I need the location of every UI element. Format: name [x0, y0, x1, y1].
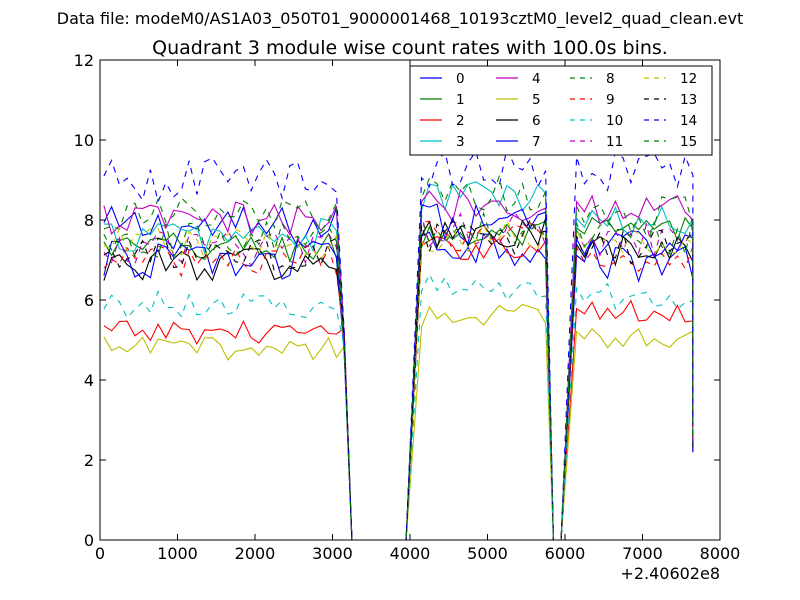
x-tick-label: 1000 — [157, 544, 198, 563]
y-tick-label: 6 — [84, 291, 94, 310]
legend-label-9: 9 — [606, 92, 615, 108]
y-tick-label: 0 — [84, 531, 94, 550]
x-tick-label: 2000 — [235, 544, 276, 563]
x-tick-label: 3000 — [312, 544, 353, 563]
axis-ticks: 0 1000 2000 3000 4000 5000 6000 7000 80000246810… — [74, 51, 741, 563]
legend-label-4: 4 — [532, 71, 541, 87]
legend-label-6: 6 — [532, 113, 541, 129]
x-tick-label: 0 — [95, 544, 105, 563]
legend-label-5: 5 — [532, 92, 541, 108]
y-tick-label: 4 — [84, 371, 94, 390]
legend-label-3: 3 — [456, 134, 465, 150]
legend-frame — [409, 65, 713, 156]
legend-label-2: 2 — [456, 113, 465, 129]
y-tick-label: 10 — [74, 131, 94, 150]
chart-title: Quadrant 3 module wise count rates with … — [152, 37, 668, 59]
legend-label-7: 7 — [532, 134, 541, 150]
legend-label-15: 15 — [680, 134, 697, 150]
x-tick-label: 4000 — [390, 544, 431, 563]
x-tick-label: 6000 — [545, 544, 586, 563]
y-tick-label: 12 — [74, 51, 94, 70]
legend-label-14: 14 — [680, 113, 697, 129]
legend-label-1: 1 — [456, 92, 465, 108]
chart-suptitle: Data file: modeM0/AS1A03_050T01_90000014… — [57, 9, 743, 29]
legend-label-11: 11 — [606, 134, 623, 150]
x-tick-label: 7000 — [622, 544, 663, 563]
y-tick-label: 8 — [84, 211, 94, 230]
legend-label-0: 0 — [456, 71, 465, 87]
x-tick-label: 8000 — [700, 544, 741, 563]
legend-label-8: 8 — [606, 71, 615, 87]
x-tick-label: 5000 — [467, 544, 508, 563]
series-line-10 — [103, 273, 694, 541]
x-axis-offset-label: +2.40602e8 — [620, 564, 720, 583]
legend-label-10: 10 — [606, 113, 623, 129]
legend-label-13: 13 — [680, 92, 697, 108]
y-tick-label: 2 — [84, 451, 94, 470]
legend-label-12: 12 — [680, 71, 697, 87]
